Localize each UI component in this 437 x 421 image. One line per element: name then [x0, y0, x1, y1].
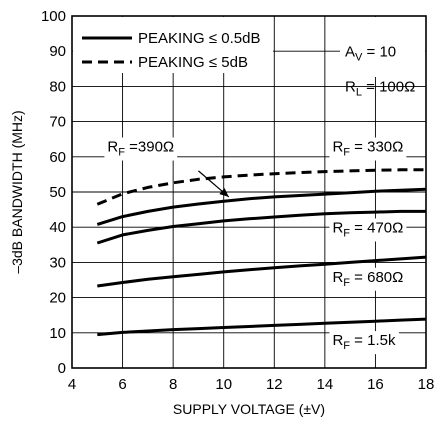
label-main: R [332, 219, 343, 236]
y-tick-label: 10 [49, 325, 66, 342]
series-group [96, 168, 427, 337]
label-sub: F [343, 147, 350, 159]
annotation-label: RF = 1.5k [329, 331, 399, 355]
x-tick-label: 4 [68, 376, 76, 393]
y-tick-label: 0 [58, 360, 66, 377]
label-sub: F [343, 277, 350, 289]
label-sub: V [355, 51, 363, 63]
annotation-label: RF = 330Ω [329, 137, 407, 161]
label-rest: = 470Ω [350, 219, 403, 236]
series-line-5 [97, 317, 427, 337]
y-tick-label: 70 [49, 114, 66, 131]
series-line-2 [96, 187, 427, 226]
svg-text:RF = 680Ω: RF = 680Ω [332, 269, 403, 289]
legend-label: PEAKING ≤ 0.5dB [138, 30, 260, 47]
label-main: R [107, 139, 118, 156]
y-tick-label: 60 [49, 149, 66, 166]
x-tick-label: 16 [367, 376, 384, 393]
condition-av: AV = 10 [345, 43, 396, 63]
y-tick-label: 90 [49, 43, 66, 60]
label-rest: = 330Ω [350, 139, 403, 156]
label-mask [329, 331, 399, 355]
label-main: R [345, 79, 356, 96]
x-tick-label: 8 [169, 376, 177, 393]
conditions-block: AV = 10 RL = 100Ω [340, 17, 425, 99]
label-mask [329, 267, 407, 291]
label-main: A [345, 43, 355, 60]
svg-text:RF = 470Ω: RF = 470Ω [332, 219, 403, 239]
series-line-4 [97, 255, 427, 288]
label-rest: = 1.5k [350, 332, 396, 349]
label-main: R [332, 139, 343, 156]
label-sub: F [343, 227, 350, 239]
conditions-mask [340, 17, 425, 77]
svg-text:RF =390Ω: RF =390Ω [107, 139, 174, 159]
x-tick-labels: 4 6 8 10 12 14 16 18 [68, 376, 435, 393]
label-main: R [332, 269, 343, 286]
condition-rl: RL = 100Ω [345, 79, 415, 99]
svg-text:RF = 330Ω: RF = 330Ω [332, 139, 403, 159]
label-rest: = 10 [362, 43, 396, 60]
label-mask [104, 137, 178, 161]
y-tick-label: 40 [49, 219, 66, 236]
svg-text:RL = 100Ω: RL = 100Ω [345, 79, 415, 99]
y-tick-labels: 0 10 20 30 40 50 60 70 80 90 100 [41, 8, 66, 377]
x-tick-label: 6 [118, 376, 126, 393]
label-rest: = 680Ω [350, 269, 403, 286]
y-tick-label: 50 [49, 184, 66, 201]
y-axis-title: –3dB BANDWIDTH (MHz) [9, 110, 25, 273]
x-axis-title: SUPPLY VOLTAGE (±V) [173, 401, 325, 417]
label-sub: L [356, 87, 362, 99]
label-rest: =390Ω [125, 139, 174, 156]
annotation-label: RF = 680Ω [329, 267, 407, 291]
label-mask [329, 137, 407, 161]
annotation-label: RF =390Ω [104, 137, 178, 161]
legend-box [73, 17, 273, 73]
x-tick-label: 14 [317, 376, 334, 393]
x-tick-label: 10 [215, 376, 232, 393]
label-sub: F [118, 147, 125, 159]
series-line-3 [96, 209, 426, 245]
plot-frame [71, 15, 427, 369]
label-main: R [332, 332, 343, 349]
x-tick-label: 18 [418, 376, 435, 393]
svg-text:RF = 1.5k: RF = 1.5k [332, 332, 396, 352]
y-tick-label: 80 [49, 78, 66, 95]
annotation-label: RF = 470Ω [329, 218, 407, 242]
y-tick-label: 20 [49, 290, 66, 307]
label-mask [329, 218, 407, 242]
annotation-arrow-head [219, 188, 229, 197]
x-tick-label: 12 [266, 376, 283, 393]
y-tick-label: 100 [41, 8, 66, 25]
svg-text:AV = 10: AV = 10 [345, 43, 396, 63]
series-line-1 [96, 168, 426, 206]
label-sub: F [343, 340, 350, 352]
y-tick-label: 30 [49, 254, 66, 271]
label-rest: = 100Ω [362, 79, 415, 96]
legend-label: PEAKING ≤ 5dB [138, 54, 248, 71]
legend: PEAKING ≤ 0.5dB PEAKING ≤ 5dB [82, 30, 260, 71]
